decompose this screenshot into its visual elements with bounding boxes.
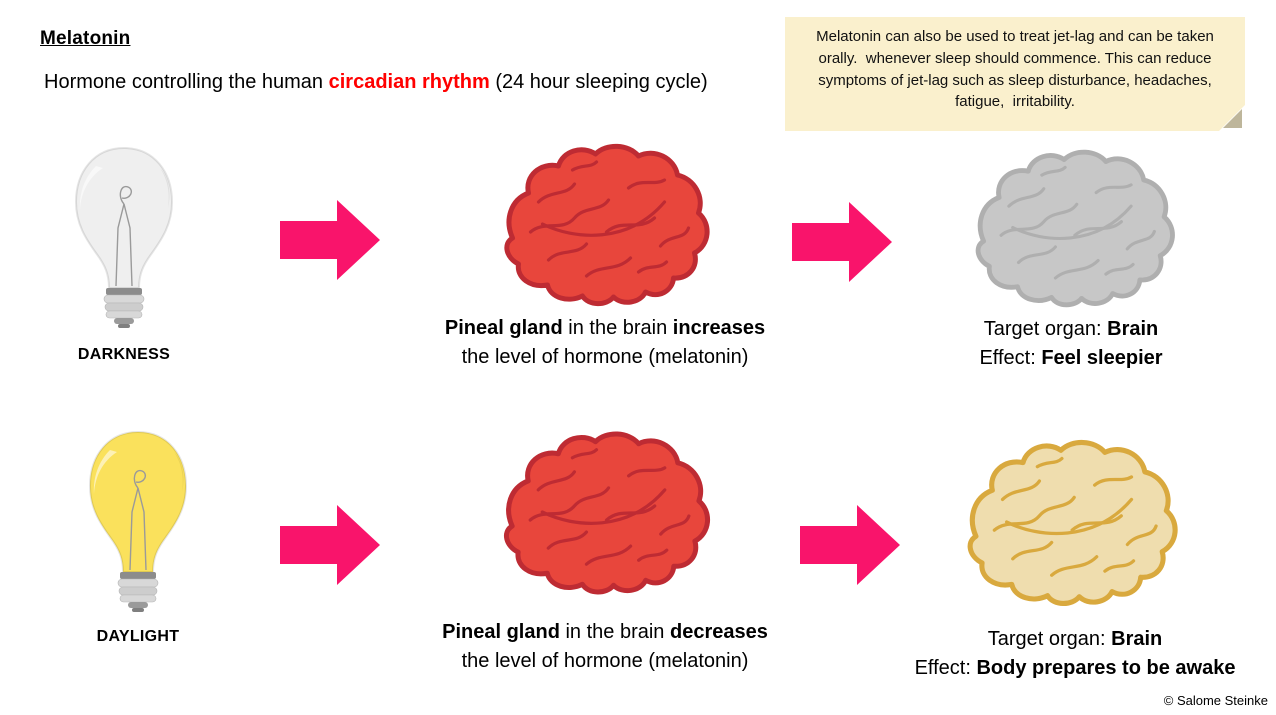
stimulus-label-daylight: DAYLIGHT (96, 628, 180, 645)
page-title: Melatonin (40, 28, 131, 49)
caption-mid: in the brain (562, 317, 673, 339)
target-value: Brain (1111, 628, 1163, 650)
target-organ-line: Target organ: Brain (921, 315, 1221, 344)
sticky-note-text: Melatonin can also be used to treat jet-… (816, 28, 1214, 111)
target-label: Target organ: (987, 628, 1112, 650)
result-caption-row2: Target organ: Brain Effect: Body prepare… (880, 625, 1270, 683)
effect-line: Effect: Body prepares to be awake (880, 654, 1270, 683)
effect-line: Effect: Feel sleepier (921, 344, 1221, 373)
target-label: Target organ: (983, 318, 1108, 340)
caption-mid: in the brain (559, 621, 670, 643)
effect-value: Feel sleepier (1041, 347, 1163, 369)
caption-line2: the level of hormone (melatonin) (461, 650, 749, 672)
pineal-caption-row1: Pineal gland in the brain increases the … (425, 314, 785, 372)
brain-icon-active (478, 426, 723, 600)
result-caption-row1: Target organ: Brain Effect: Feel sleepie… (921, 315, 1221, 373)
caption-line1: Pineal gland in the brain increases (425, 314, 785, 343)
arrow-right-icon (280, 200, 380, 280)
lightbulb-on-icon (89, 431, 187, 613)
caption-bold-verb: decreases (670, 621, 768, 643)
subtitle-suffix: (24 hour sleeping cycle) (489, 71, 708, 93)
stimulus-label-darkness: DARKNESS (77, 346, 171, 363)
arrow-right-icon (280, 505, 380, 585)
subtitle-highlight: circadian rhythm (328, 71, 490, 93)
copyright-text: © Salome Steinke (1163, 693, 1268, 708)
subtitle-prefix: Hormone controlling the human (44, 71, 329, 93)
sticky-note: Melatonin can also be used to treat jet-… (785, 17, 1245, 131)
subtitle: Hormone controlling the human circadian … (44, 71, 708, 94)
target-value: Brain (1107, 318, 1159, 340)
arrow-right-icon (800, 505, 900, 585)
lightbulb-off-icon (75, 147, 173, 329)
brain-icon-awake (938, 436, 1194, 610)
brain-icon-active (478, 140, 723, 310)
brain-icon-sleepy (950, 146, 1188, 311)
note-fold-icon (1219, 105, 1245, 131)
effect-label: Effect: (914, 657, 977, 679)
pineal-caption-row2: Pineal gland in the brain decreases the … (420, 618, 790, 676)
caption-bold-lead: Pineal gland (442, 621, 560, 643)
target-organ-line: Target organ: Brain (880, 625, 1270, 654)
effect-value: Body prepares to be awake (976, 657, 1236, 679)
arrow-right-icon (792, 202, 892, 282)
caption-line1: Pineal gland in the brain decreases (420, 618, 790, 647)
effect-label: Effect: (979, 347, 1042, 369)
caption-line2: the level of hormone (melatonin) (461, 346, 749, 368)
caption-bold-verb: increases (672, 317, 766, 339)
caption-bold-lead: Pineal gland (444, 317, 563, 339)
